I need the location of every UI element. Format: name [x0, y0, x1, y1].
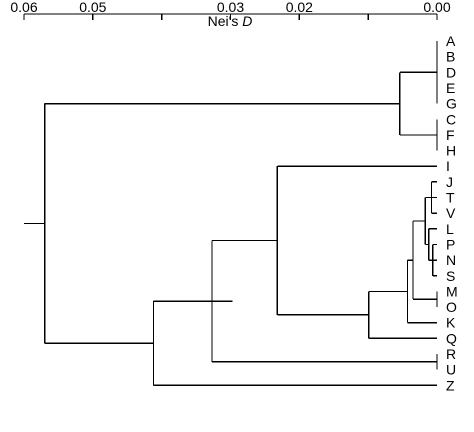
leaf-label-B: B	[446, 49, 455, 65]
leaf-label-G: G	[446, 96, 457, 112]
axis-title: Nei's D	[208, 13, 253, 29]
leaf-label-T: T	[446, 190, 455, 206]
leaf-label-L: L	[446, 221, 454, 237]
tick-label-1: 0.05	[79, 0, 106, 15]
leaf-label-U: U	[446, 362, 456, 378]
leaf-label-A: A	[446, 33, 456, 49]
leaf-label-P: P	[446, 236, 455, 252]
leaf-label-E: E	[446, 80, 455, 96]
tick-label-4: 0.02	[286, 0, 313, 15]
leaf-label-I: I	[446, 158, 450, 174]
tick-label-3: 0.03	[217, 0, 244, 15]
leaf-label-M: M	[446, 283, 458, 299]
tick-label-0: 0.06	[10, 0, 37, 15]
leaf-label-Z: Z	[446, 377, 455, 393]
leaf-label-F: F	[446, 127, 455, 143]
leaf-label-Q: Q	[446, 330, 457, 346]
leaf-label-K: K	[446, 315, 456, 331]
leaf-label-H: H	[446, 143, 456, 159]
leaf-label-N: N	[446, 252, 456, 268]
tick-label-6: 0.00	[423, 0, 450, 15]
leaf-label-C: C	[446, 111, 456, 127]
distance-axis: 0.06 0.05 0.03 0.02 0.00	[10, 0, 451, 20]
leaf-label-V: V	[446, 205, 456, 221]
leaf-label-J: J	[446, 174, 453, 190]
leaf-label-O: O	[446, 299, 457, 315]
leaf-label-R: R	[446, 346, 456, 362]
leaf-label-S: S	[446, 268, 455, 284]
leaf-label-D: D	[446, 64, 456, 80]
tree-branches	[24, 41, 438, 386]
